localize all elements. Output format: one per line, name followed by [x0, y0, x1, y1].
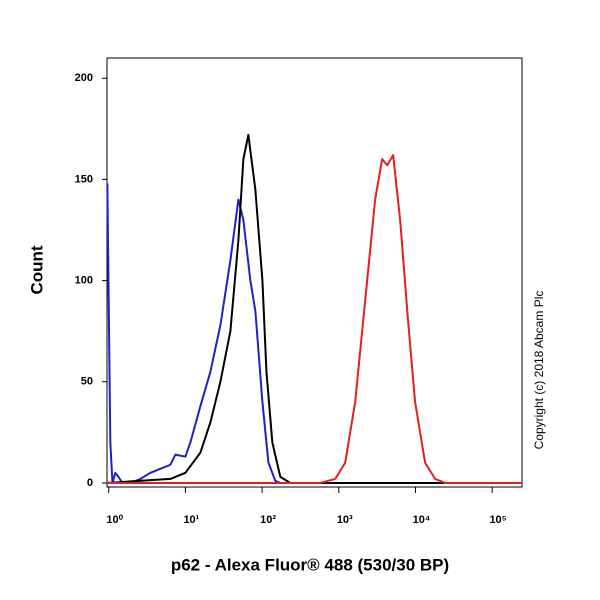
y-tick-label: 150	[75, 173, 93, 185]
x-tick-label: 10⁰	[106, 514, 123, 526]
x-tick-label: 10⁵	[489, 514, 506, 526]
x-tick-label: 10⁴	[413, 514, 431, 526]
x-axis-title: p62 - Alexa Fluor® 488 (530/30 BP)	[171, 555, 449, 574]
histogram-line	[106, 183, 522, 484]
x-tick-label: 10²	[260, 514, 276, 526]
histogram-line	[107, 154, 522, 484]
x-tick-label: 10¹	[183, 514, 199, 526]
y-axis-title: Count	[27, 245, 46, 294]
plot-frame	[106, 57, 523, 488]
y-tick-label: 100	[75, 275, 93, 287]
y-tick-label: 50	[81, 376, 93, 388]
x-tick-label: 10³	[337, 514, 353, 526]
histogram-line	[106, 133, 522, 484]
copyright: Copyright (c) 2018 Abcam Plc	[532, 291, 546, 450]
y-tick-label: 0	[87, 477, 93, 489]
y-tick-label: 200	[75, 72, 93, 84]
